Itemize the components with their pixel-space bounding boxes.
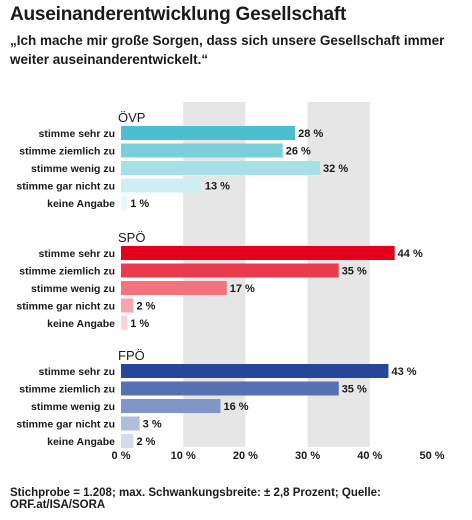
bar: [121, 364, 389, 378]
bar: [121, 161, 321, 175]
bar: [121, 246, 395, 260]
bar: [121, 416, 140, 431]
tick-label: 10 %: [171, 450, 196, 462]
bar: [121, 434, 134, 448]
chart-subtitle: „Ich mache mir große Sorgen, dass sich u…: [10, 33, 445, 67]
data-label: 26 %: [286, 146, 311, 158]
data-label: 2 %: [136, 301, 155, 313]
tick-label: 30 %: [295, 450, 320, 462]
category-label: stimme gar nicht zu: [16, 419, 115, 431]
bar: [121, 316, 128, 330]
data-label: 35 %: [342, 266, 367, 278]
category-label: stimme sehr zu: [39, 128, 115, 140]
category-label: stimme wenig zu: [31, 163, 115, 175]
data-label: 16 %: [224, 401, 249, 413]
data-label: 3 %: [143, 419, 162, 431]
data-label: 17 %: [230, 283, 255, 295]
group-title: FPÖ: [118, 348, 145, 363]
data-label: 32 %: [323, 163, 348, 175]
group-title: ÖVP: [118, 110, 145, 125]
bar: [121, 281, 227, 295]
category-label: stimme sehr zu: [39, 248, 115, 260]
data-label: 35 %: [342, 384, 367, 396]
bar: [121, 126, 296, 140]
bar: [121, 143, 283, 158]
source-note: Stichprobe = 1.208; max. Schwankungsbrei…: [10, 487, 381, 511]
data-label: 1 %: [130, 318, 149, 330]
tick-label: 50 %: [419, 450, 444, 462]
bar: [121, 178, 202, 193]
category-label: keine Angabe: [47, 318, 115, 330]
tick-label: 40 %: [357, 450, 382, 462]
chart-title: Auseinanderentwicklung Gesellschaft: [10, 4, 347, 25]
tick-label: 20 %: [233, 450, 258, 462]
data-label: 13 %: [205, 181, 230, 193]
bar: [121, 399, 221, 413]
bar: [121, 263, 339, 278]
bar: [121, 196, 128, 210]
x-axis-ticks: 0 % 10 % 20 % 30 % 40 % 50 %: [112, 450, 445, 462]
bar: [121, 298, 134, 313]
category-label: stimme ziemlich zu: [19, 266, 115, 278]
data-label: 44 %: [398, 248, 423, 260]
category-label: stimme wenig zu: [31, 283, 115, 295]
bar: [121, 381, 339, 396]
category-label: stimme gar nicht zu: [16, 181, 115, 193]
group-title: SPÖ: [118, 230, 145, 245]
data-label: 43 %: [391, 366, 416, 378]
category-label: stimme wenig zu: [31, 401, 115, 413]
category-label: stimme ziemlich zu: [19, 146, 115, 158]
data-label: 28 %: [298, 128, 323, 140]
category-label: keine Angabe: [47, 436, 115, 448]
category-label: keine Angabe: [47, 198, 115, 210]
data-label: 1 %: [130, 198, 149, 210]
tick-label: 0 %: [112, 450, 131, 462]
category-label: stimme ziemlich zu: [19, 384, 115, 396]
category-label: stimme gar nicht zu: [16, 301, 115, 313]
data-label: 2 %: [136, 436, 155, 448]
category-label: stimme sehr zu: [39, 366, 115, 378]
